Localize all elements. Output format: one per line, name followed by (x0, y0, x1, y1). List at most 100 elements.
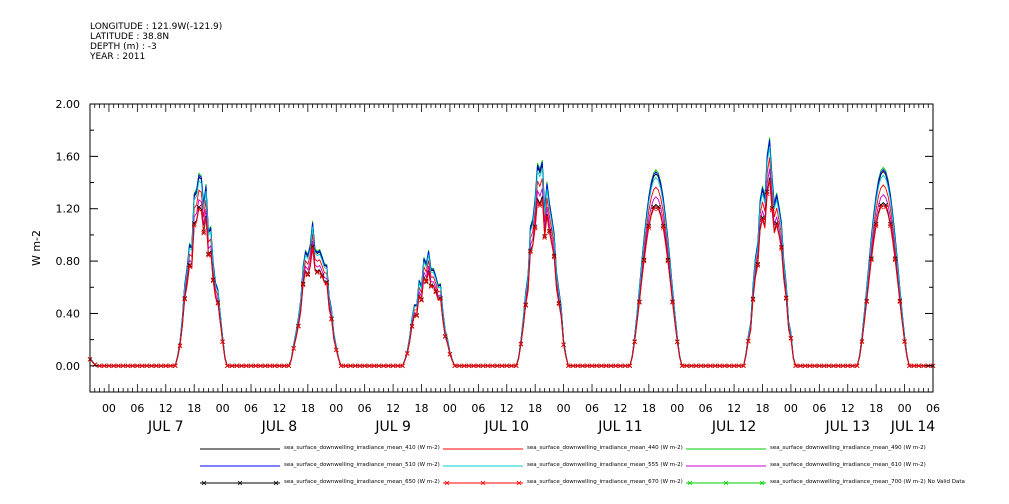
legend-label: sea_surface_downwelling_irradiance_mean_… (527, 479, 683, 485)
legend-label: sea_surface_downwelling_irradiance_mean_… (770, 479, 965, 485)
series-marker-7 (618, 363, 623, 369)
series-marker-7 (850, 363, 855, 369)
series-marker-7 (182, 296, 188, 302)
x-tick-label: 06 (812, 402, 826, 415)
series-marker-7 (613, 363, 618, 369)
x-day-label: JUL 10 (484, 419, 529, 435)
series-marker-7 (665, 258, 671, 264)
series-marker-7 (277, 363, 282, 369)
series-marker-7 (670, 300, 675, 305)
series-marker-7 (499, 363, 505, 369)
series-marker-7 (764, 191, 770, 197)
series-marker-7 (210, 278, 216, 284)
legend-label: sea_surface_downwelling_irradiance_mean_… (284, 462, 440, 468)
series-marker-7 (296, 324, 301, 329)
series-marker-7 (139, 363, 145, 369)
x-tick-label: 18 (642, 402, 656, 415)
series-marker-6 (878, 202, 884, 208)
series-marker-7 (921, 363, 926, 369)
series-marker-7 (902, 339, 907, 344)
series-marker-7 (352, 363, 358, 369)
series-marker-7 (599, 363, 604, 369)
legend-swatch (443, 480, 523, 486)
series-marker-7 (305, 272, 311, 278)
series-marker-7 (244, 363, 249, 369)
y-tick-label: 1.60 (56, 150, 81, 163)
series-line-3 (89, 139, 933, 367)
series-marker-7 (149, 363, 154, 369)
series-marker-7 (234, 363, 240, 369)
series-marker-7 (513, 363, 519, 369)
series-marker-7 (125, 363, 131, 369)
x-tick-label: 12 (500, 402, 514, 415)
series-marker-7 (471, 363, 476, 369)
series-marker-7 (689, 363, 694, 369)
series-marker-7 (736, 363, 742, 369)
series-marker-7 (755, 263, 761, 268)
series-line-6 (89, 177, 933, 367)
series-marker-7 (367, 363, 372, 369)
x-day-label: JUL 13 (825, 419, 870, 435)
series-marker-7 (528, 249, 533, 255)
series-marker-7 (556, 301, 562, 307)
series-marker-7 (438, 296, 443, 302)
series-marker-7 (239, 363, 244, 369)
series-marker-7 (840, 363, 846, 369)
series-marker-7 (409, 324, 415, 329)
x-tick-label: 18 (415, 402, 429, 415)
series-marker-7 (859, 339, 865, 344)
series-marker-7 (452, 363, 457, 369)
x-tick-label: 18 (869, 402, 883, 415)
series-marker-7 (551, 254, 557, 260)
plot-frame (89, 103, 934, 393)
series-marker-7 (248, 363, 254, 369)
series-marker-7 (845, 363, 851, 369)
series-marker-7 (774, 222, 779, 228)
series-marker-7 (741, 363, 746, 369)
series-marker-7 (357, 363, 363, 369)
series-marker-6 (324, 280, 330, 285)
x-tick-label: 00 (898, 402, 912, 415)
x-tick-label: 00 (329, 402, 343, 415)
series-marker-6 (315, 269, 320, 274)
series-marker-7 (693, 363, 699, 369)
series-marker-6 (651, 204, 656, 210)
y-tick-label: 0.80 (56, 255, 81, 268)
depth-text: DEPTH (m) : -3 (90, 42, 157, 52)
series-marker-7 (116, 363, 121, 369)
series-line-4 (89, 146, 933, 367)
series-marker-6 (191, 221, 197, 226)
series-marker-7 (812, 363, 817, 369)
series-marker-6 (883, 202, 888, 208)
series-marker-7 (883, 204, 888, 210)
x-tick-label: 00 (102, 402, 116, 415)
legend-swatch (443, 448, 523, 450)
x-tick-label: 18 (756, 402, 770, 415)
series-marker-7 (878, 204, 884, 210)
x-day-label: JUL 14 (890, 419, 936, 435)
legend-swatch (686, 465, 766, 467)
series-marker-7 (206, 253, 211, 258)
series-marker-7 (428, 284, 434, 289)
longitude-text: LONGITUDE : 121.9W(-121.9) (90, 22, 223, 32)
legend-label: sea_surface_downwelling_irradiance_mean_… (284, 479, 440, 485)
series-line-0 (89, 141, 933, 367)
series-marker-7 (584, 363, 590, 369)
series-marker-7 (144, 363, 150, 369)
series-marker-7 (911, 363, 917, 369)
series-marker-7 (381, 363, 386, 369)
series-marker-7 (679, 363, 685, 369)
series-marker-7 (111, 363, 116, 369)
series-marker-7 (504, 363, 510, 369)
series-marker-7 (177, 343, 183, 349)
series-marker-7 (575, 363, 581, 369)
x-tick-label: 00 (216, 402, 230, 415)
series-marker-7 (802, 363, 808, 369)
x-tick-label: 12 (727, 402, 741, 415)
x-tick-label: 06 (699, 402, 713, 415)
irradiance-chart: 0.00 0.40 0.80 1.20 1.60 2.00 W m-2 00 06 12 18 00 0… (30, 98, 940, 435)
series-marker-7 (722, 363, 727, 369)
series-marker-6 (187, 262, 192, 268)
series-line-7 (89, 179, 933, 367)
series-marker-7 (783, 296, 789, 301)
